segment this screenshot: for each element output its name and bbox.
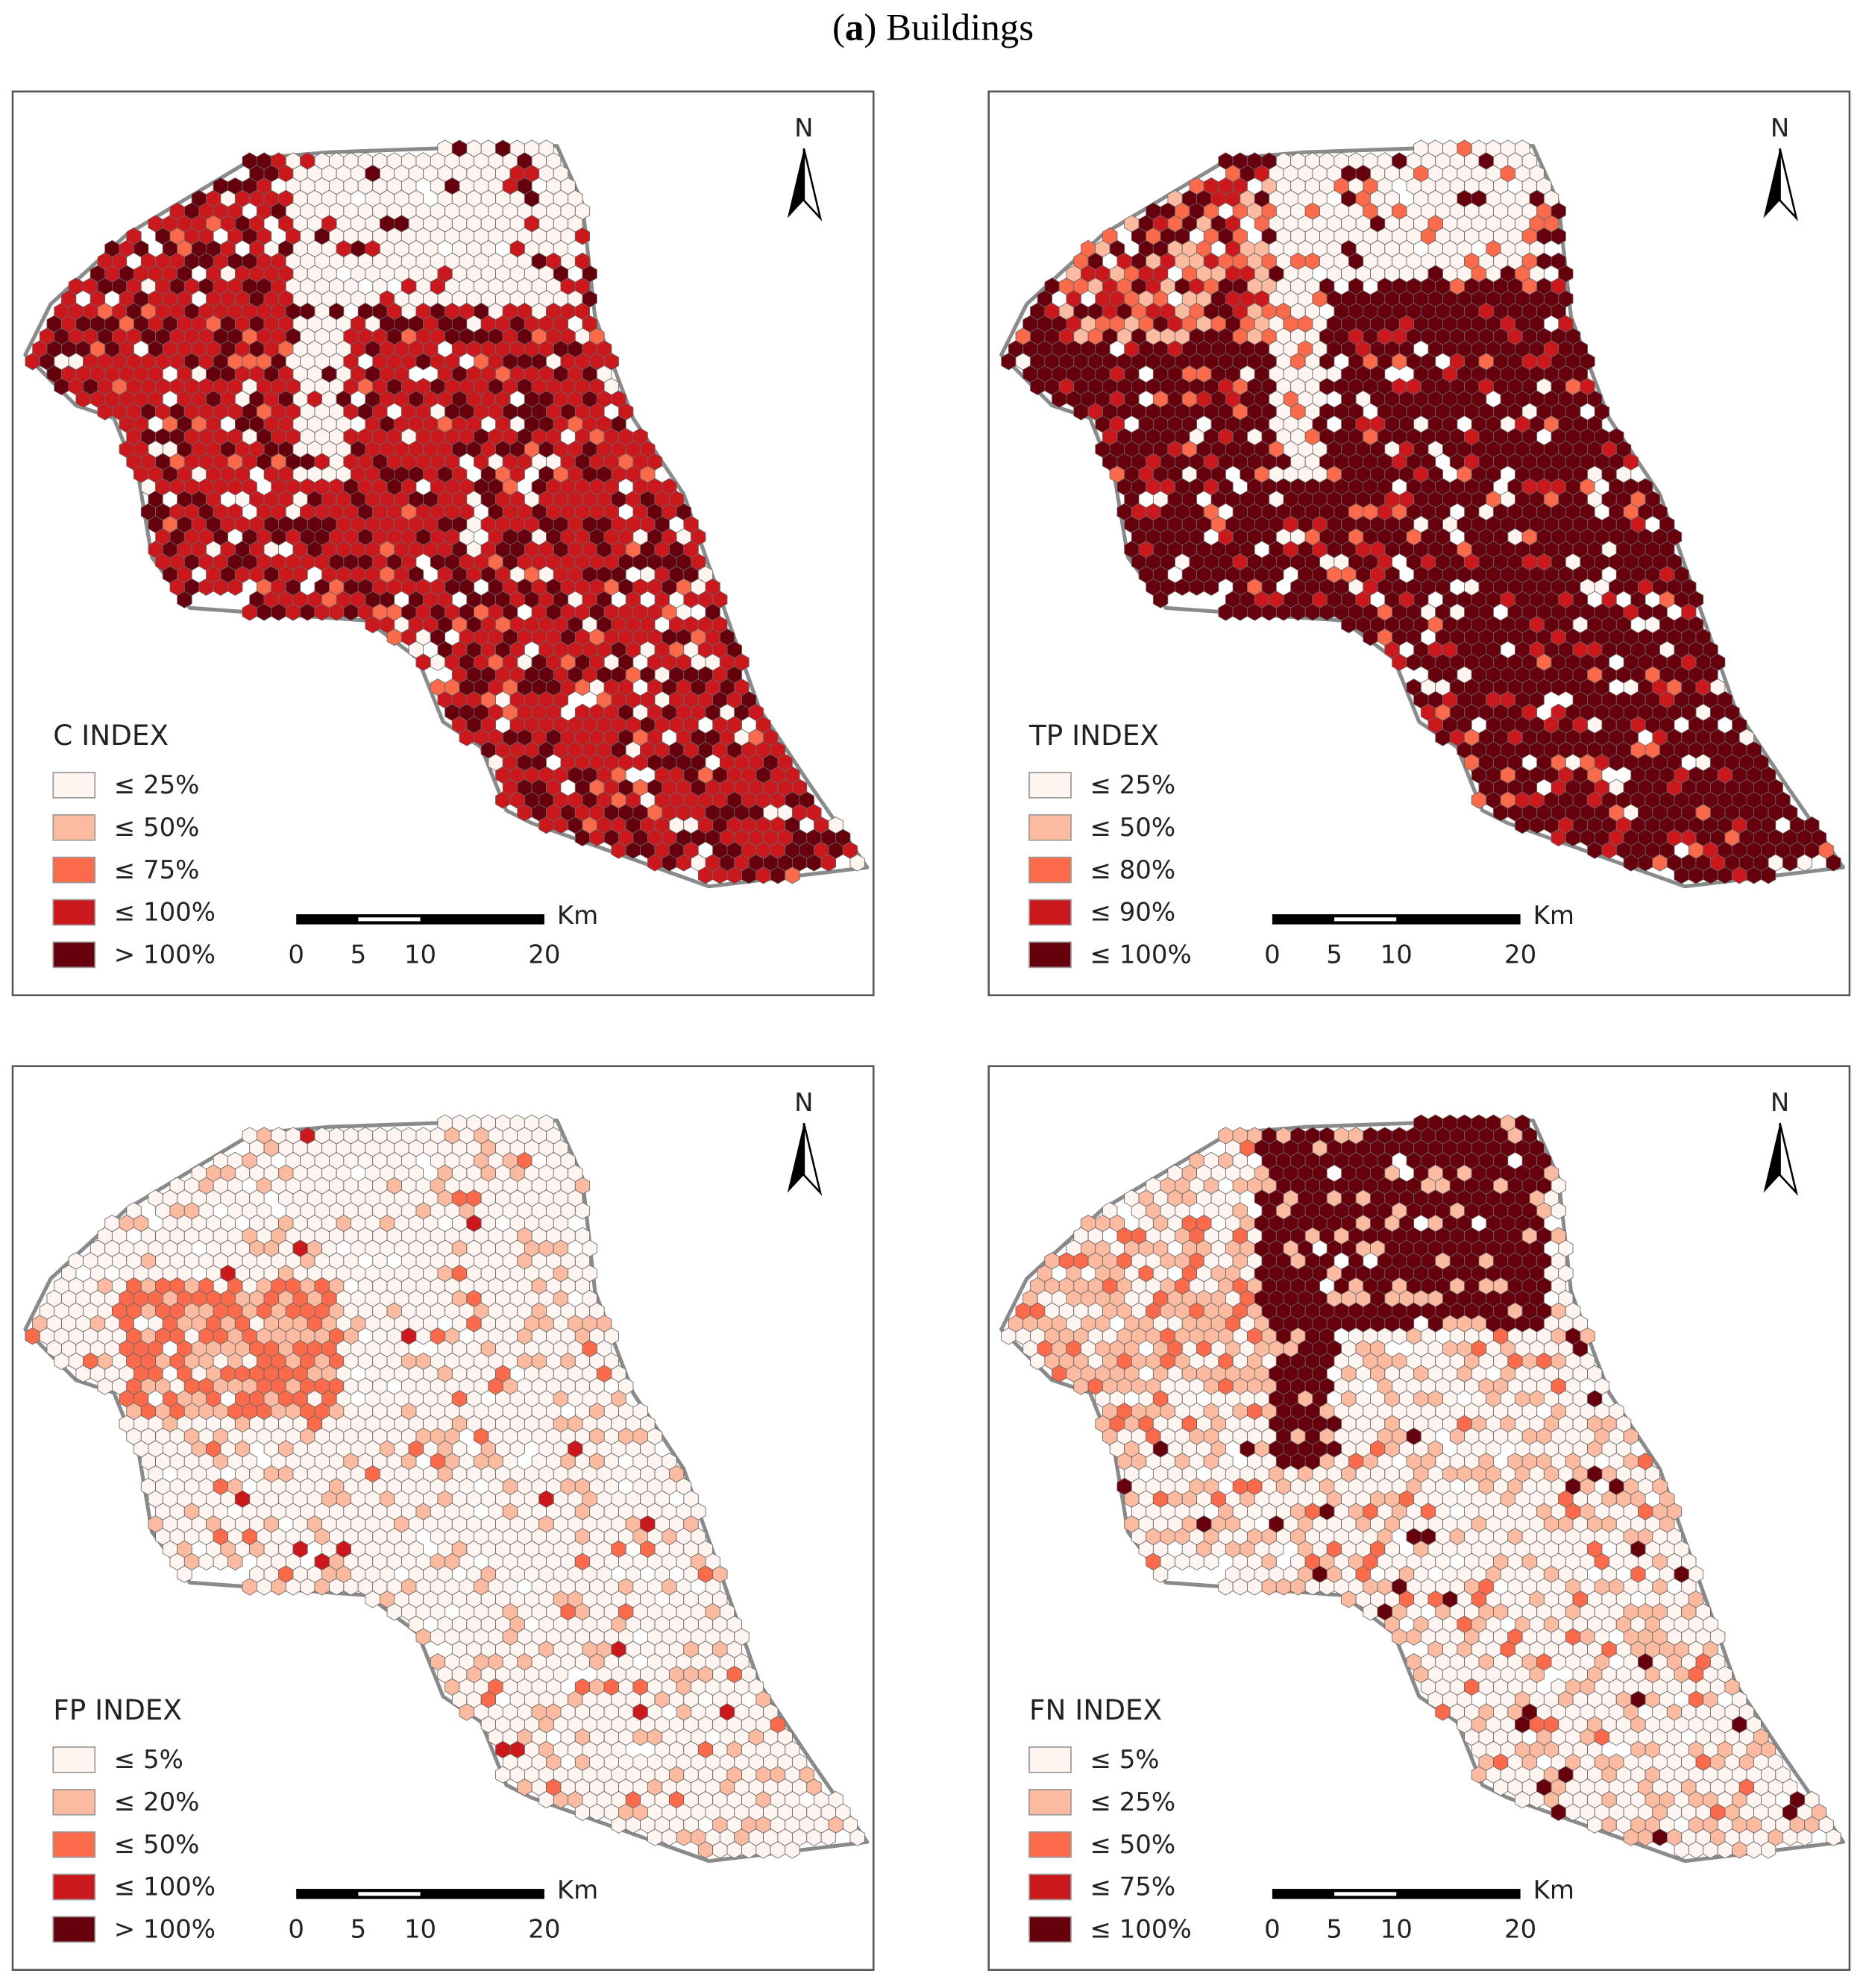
legend-label: ≤ 80% <box>1090 855 1175 885</box>
legend-swatch <box>1028 941 1072 969</box>
legend-swatch <box>52 899 96 926</box>
legend-label: ≤ 100% <box>114 898 216 928</box>
scale-bar-gap <box>1334 917 1397 922</box>
legend-swatch <box>52 1873 96 1901</box>
map-panel: NFP INDEX≤ 5%≤ 20%≤ 50%≤ 100%> 100%Km0 5 1… <box>11 1065 875 1971</box>
scale-unit: Km <box>1533 901 1574 931</box>
scale-tick-label: 10 <box>404 940 436 970</box>
legend-swatch <box>1028 814 1072 841</box>
scale-bar-gap <box>358 917 421 922</box>
title-part: ) Buildings <box>864 7 1034 48</box>
figure-title: (a) Buildings <box>832 7 1034 48</box>
legend-label: ≤ 100% <box>114 1872 216 1902</box>
hex-grid <box>25 139 865 884</box>
scale-bar <box>296 914 544 925</box>
scale-tick-label: 5 <box>351 940 367 970</box>
north-label: N <box>1771 113 1789 143</box>
legend-label: ≤ 25% <box>1090 770 1175 800</box>
legend-swatch <box>52 1916 96 1943</box>
legend-label: ≤ 5% <box>114 1745 183 1775</box>
legend-label: ≤ 50% <box>114 813 200 843</box>
legend-label: ≤ 100% <box>1090 940 1191 970</box>
legend-swatch <box>52 772 96 799</box>
legend-label: ≤ 50% <box>1090 813 1175 843</box>
legend-title: TP INDEX <box>1028 719 1159 752</box>
legend-swatch <box>52 941 96 969</box>
hex-cell <box>574 227 591 245</box>
legend-title: FP INDEX <box>53 1693 182 1726</box>
scale-unit: Km <box>557 1875 598 1905</box>
scale-bar <box>296 1889 544 1899</box>
north-label: N <box>794 1088 813 1118</box>
map-panel: N TP INDEX ≤ 25% ≤ 50% ≤ 80% ≤ 90% ≤ 100% Km 0 5 1… <box>987 90 1851 996</box>
scale-tick-label: 20 <box>528 940 560 970</box>
legend-label: ≤ 50% <box>114 1830 200 1860</box>
legend-label: ≤ 25% <box>114 770 200 800</box>
legend-label: > 100% <box>114 1915 216 1945</box>
scale-tick-label: 20 <box>1504 940 1536 970</box>
legend-swatch <box>52 814 96 841</box>
scale-tick-label: 0 <box>288 940 304 970</box>
map-panel: N C INDEX ≤ 25% ≤ 50% ≤ 75% ≤ 100% > 100% Km 0 5 1… <box>11 90 875 996</box>
north-label: N <box>794 113 813 143</box>
legend-label: ≤ 90% <box>1090 898 1175 928</box>
legend-swatch <box>52 1831 96 1858</box>
legend-swatch <box>52 1788 96 1816</box>
legend-label: ≤ 75% <box>114 855 200 885</box>
legend-swatch <box>52 856 96 884</box>
legend-swatch <box>1028 772 1072 799</box>
scale-tick-label: 0 <box>1264 940 1281 970</box>
legend-swatch <box>1028 856 1072 884</box>
scale-bar-gap <box>358 1892 421 1896</box>
legend-label: ≤ 20% <box>114 1787 200 1817</box>
legend-label: > 100% <box>114 940 216 970</box>
title-part: a <box>845 7 864 48</box>
scale-tick-label: 5 <box>1326 940 1342 970</box>
scale-unit: Km <box>557 901 598 931</box>
title-part: ( <box>832 7 845 48</box>
legend-swatch <box>52 1746 96 1773</box>
legend-swatch <box>1028 899 1072 926</box>
scale-tick-label: 10 <box>1380 940 1413 970</box>
legend-title: C INDEX <box>53 719 169 752</box>
